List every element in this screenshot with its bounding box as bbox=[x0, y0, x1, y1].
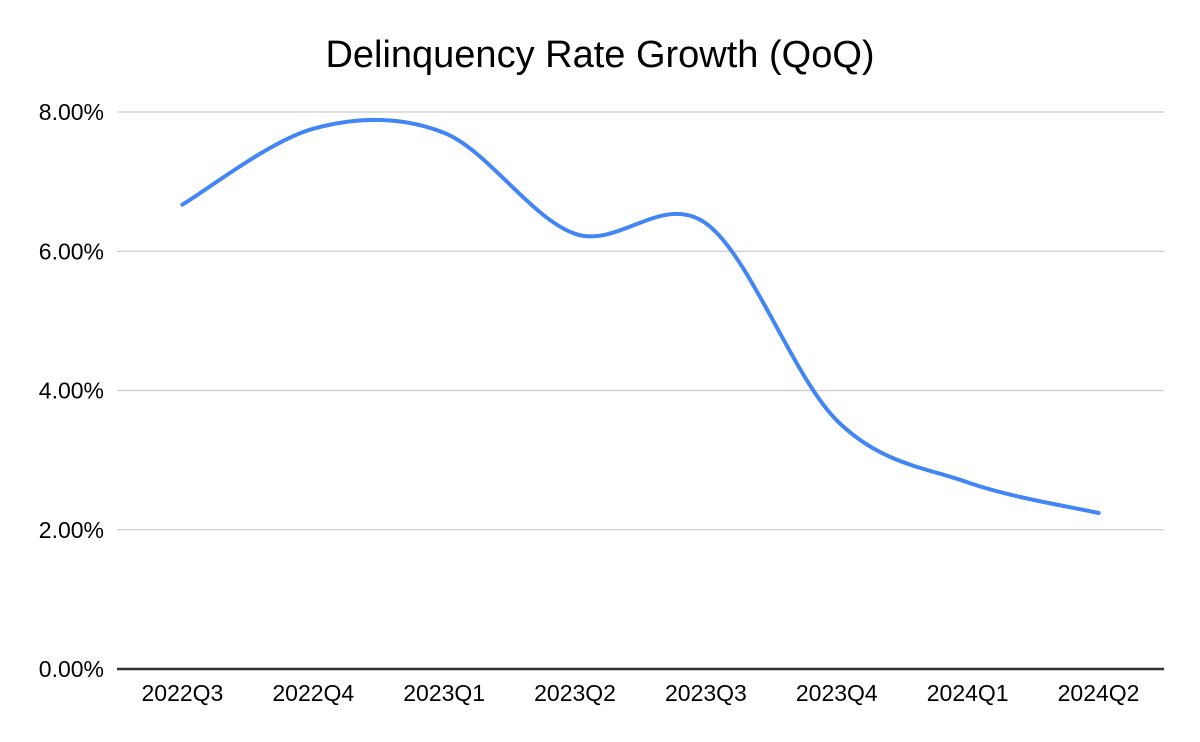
x-axis-label: 2022Q4 bbox=[272, 680, 354, 706]
x-axis-label: 2022Q3 bbox=[142, 680, 224, 706]
x-axis-label: 2024Q1 bbox=[927, 680, 1009, 706]
x-axis-label: 2023Q2 bbox=[534, 680, 616, 706]
x-axis-label: 2023Q3 bbox=[665, 680, 747, 706]
y-tick-label: 8.00% bbox=[39, 99, 104, 125]
chart-title: Delinquency Rate Growth (QoQ) bbox=[325, 34, 875, 76]
x-axis-label: 2023Q1 bbox=[403, 680, 485, 706]
y-tick-label: 4.00% bbox=[39, 378, 104, 404]
series-line bbox=[180, 117, 1101, 515]
y-tick-label: 0.00% bbox=[39, 656, 104, 682]
y-tick-label: 6.00% bbox=[39, 238, 104, 264]
x-axis-label: 2023Q4 bbox=[796, 680, 878, 706]
x-axis-label: 2024Q2 bbox=[1058, 680, 1140, 706]
y-tick-label: 2.00% bbox=[39, 517, 104, 543]
